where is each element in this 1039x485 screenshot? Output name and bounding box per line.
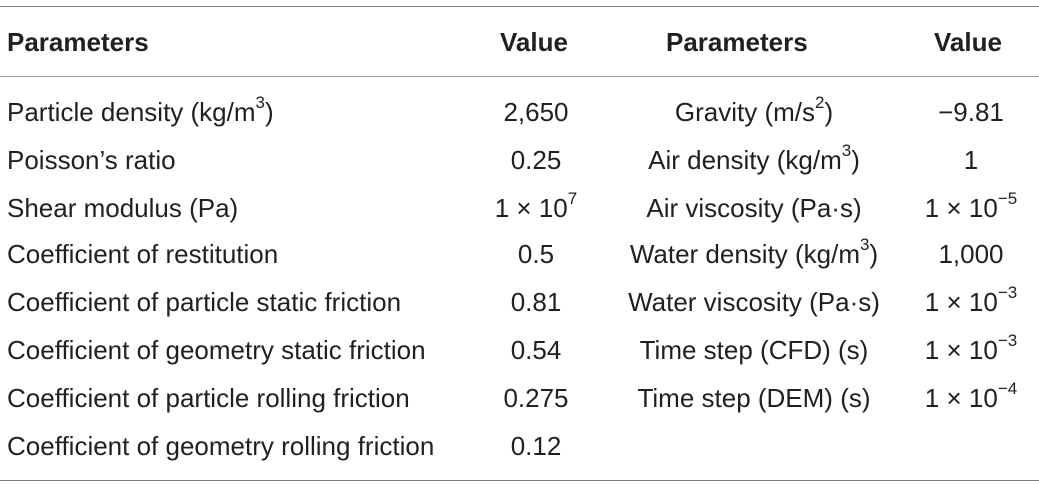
table-row: Coefficient of restitution 0.5 Water den… (0, 230, 1039, 278)
parameter-name: Air viscosity (Pa·s) (646, 193, 862, 223)
table-row: Coefficient of particle static friction … (0, 278, 1039, 326)
parameter-value: 0.81 (510, 287, 562, 317)
parameter-value: 1 × 107 (494, 189, 578, 223)
parameter-name: Shear modulus (Pa) (7, 193, 239, 223)
parameter-value: 1,000 (938, 239, 1004, 269)
parameter-value: 2,650 (503, 97, 569, 127)
header-parameters-1: Parameters (7, 27, 149, 57)
table-header-rule (0, 76, 1039, 77)
parameter-value: 0.25 (510, 145, 562, 175)
header-parameters-2: Parameters (666, 27, 808, 57)
table-header-row: Parameters Value Parameters Value (0, 18, 1039, 66)
table-row: Coefficient of geometry rolling friction… (0, 422, 1039, 470)
parameter-value: 0.12 (510, 431, 562, 461)
parameter-name: Coefficient of particle static friction (7, 287, 402, 317)
parameter-name: Time step (CFD) (s) (639, 335, 869, 365)
parameter-name (604, 422, 904, 470)
parameter-value: 1 × 10−4 (924, 379, 1018, 413)
parameter-name: Coefficient of geometry rolling friction (7, 431, 435, 461)
parameter-value: 0.54 (510, 335, 562, 365)
parameter-name: Gravity (m/s2) (674, 93, 834, 127)
table-row: Coefficient of geometry static friction … (0, 326, 1039, 374)
parameter-value: 1 × 10−5 (924, 189, 1018, 223)
parameter-value: 1 × 10−3 (924, 283, 1018, 317)
parameter-name: Air density (kg/m3) (648, 141, 860, 175)
parameter-value: 1 (963, 145, 979, 175)
parameter-name: Water viscosity (Pa·s) (628, 287, 880, 317)
parameter-name: Coefficient of geometry static friction (7, 335, 426, 365)
parameter-value: −9.81 (938, 97, 1004, 127)
header-value-2: Value (934, 27, 1002, 57)
parameter-value: 1 × 10−3 (924, 331, 1018, 365)
parameter-value (906, 422, 1036, 470)
parameter-name: Coefficient of restitution (7, 239, 279, 269)
parameter-name: Poisson’s ratio (7, 145, 176, 175)
table-row: Poisson’s ratio 0.25 Air density (kg/m3)… (0, 136, 1039, 184)
table-top-rule (0, 6, 1039, 7)
header-value-1: Value (500, 27, 568, 57)
parameter-name: Particle density (kg/m3) (7, 93, 274, 127)
parameter-name: Water density (kg/m3) (629, 235, 879, 269)
parameter-value: 0.5 (517, 239, 555, 269)
parameter-value: 0.275 (503, 383, 569, 413)
table-row: Coefficient of particle rolling friction… (0, 374, 1039, 422)
table-row: Particle density (kg/m3) 2,650 Gravity (… (0, 88, 1039, 136)
table-row: Shear modulus (Pa) 1 × 107 Air viscosity… (0, 184, 1039, 232)
parameter-name: Time step (DEM) (s) (637, 383, 871, 413)
parameter-name: Coefficient of particle rolling friction (7, 383, 410, 413)
table-bottom-rule (0, 480, 1039, 481)
